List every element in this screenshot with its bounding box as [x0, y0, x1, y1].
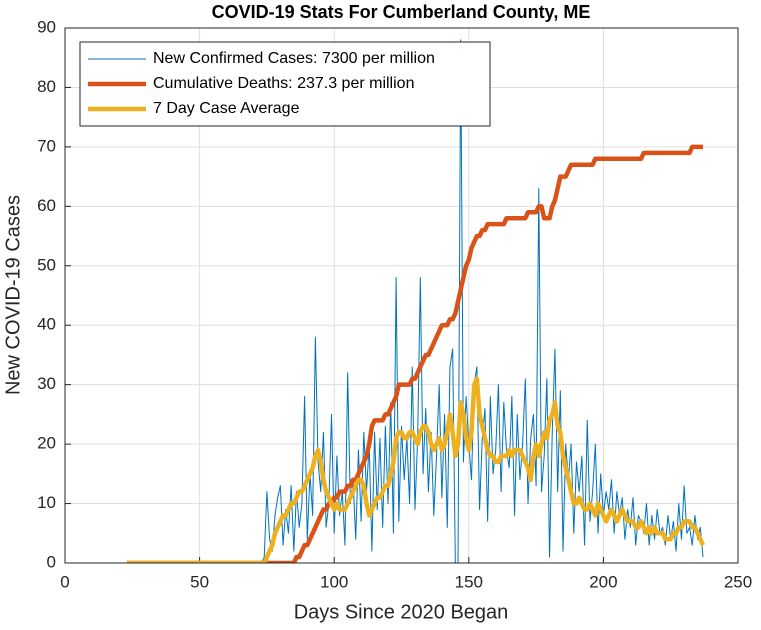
- legend-label: Cumulative Deaths: 237.3 per million: [153, 75, 414, 92]
- legend-label: 7 Day Case Average: [153, 100, 300, 117]
- axes-box: [64, 27, 739, 564]
- series-line: [126, 144, 703, 563]
- y-tick-label: 50: [37, 255, 56, 274]
- y-tick-label: 40: [37, 315, 56, 334]
- series-line: [126, 376, 706, 563]
- x-tick-label: 200: [589, 572, 617, 591]
- y-tick-label: 60: [37, 196, 56, 215]
- y-tick-label: 10: [37, 493, 56, 512]
- x-tick-label: 150: [455, 572, 483, 591]
- series-line: [126, 39, 704, 563]
- y-tick-label: 90: [37, 17, 56, 36]
- x-tick-label: 250: [724, 572, 752, 591]
- x-tick-label: 100: [320, 572, 348, 591]
- x-tick-label: 50: [190, 572, 209, 591]
- y-tick-label: 70: [37, 136, 56, 155]
- y-tick-label: 0: [47, 552, 56, 571]
- y-tick-label: 20: [37, 434, 56, 453]
- x-tick-label: 0: [60, 572, 69, 591]
- chart-title: COVID-19 Stats For Cumberland County, ME: [212, 2, 591, 22]
- legend-box: [79, 41, 491, 127]
- legend-label: New Confirmed Cases: 7300 per million: [153, 50, 435, 67]
- x-axis-label: Days Since 2020 Began: [294, 601, 509, 623]
- y-tick-label: 30: [37, 374, 56, 393]
- y-axis-label: New COVID-19 Cases: [2, 195, 24, 395]
- y-tick-label: 80: [37, 77, 56, 96]
